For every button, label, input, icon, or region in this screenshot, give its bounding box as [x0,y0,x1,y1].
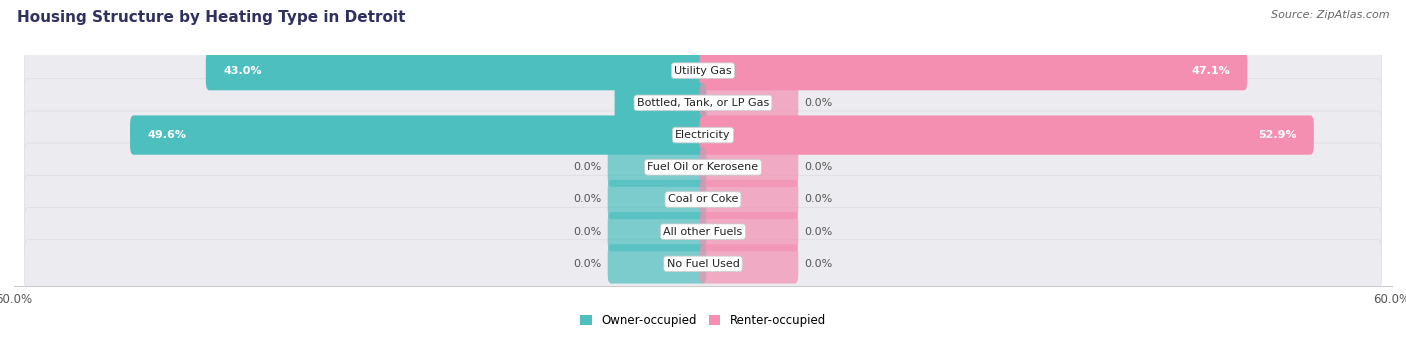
Text: 0.0%: 0.0% [574,259,602,269]
Legend: Owner-occupied, Renter-occupied: Owner-occupied, Renter-occupied [575,309,831,331]
Text: Utility Gas: Utility Gas [675,66,731,76]
FancyBboxPatch shape [24,208,1382,256]
Text: Source: ZipAtlas.com: Source: ZipAtlas.com [1271,10,1389,20]
FancyBboxPatch shape [700,115,1313,155]
FancyBboxPatch shape [700,212,799,251]
Text: 0.0%: 0.0% [574,227,602,237]
FancyBboxPatch shape [607,244,706,283]
FancyBboxPatch shape [24,79,1382,127]
Text: 47.1%: 47.1% [1191,66,1230,76]
Text: 0.0%: 0.0% [804,162,832,172]
Text: 0.0%: 0.0% [804,98,832,108]
FancyBboxPatch shape [24,143,1382,191]
FancyBboxPatch shape [700,180,799,219]
FancyBboxPatch shape [24,240,1382,288]
Text: 49.6%: 49.6% [148,130,186,140]
Text: Bottled, Tank, or LP Gas: Bottled, Tank, or LP Gas [637,98,769,108]
FancyBboxPatch shape [607,212,706,251]
Text: 7.4%: 7.4% [631,98,662,108]
Text: Electricity: Electricity [675,130,731,140]
Text: 0.0%: 0.0% [574,194,602,205]
FancyBboxPatch shape [614,83,706,122]
Text: 0.0%: 0.0% [804,259,832,269]
Text: 0.0%: 0.0% [804,194,832,205]
FancyBboxPatch shape [700,148,799,187]
Text: Coal or Coke: Coal or Coke [668,194,738,205]
FancyBboxPatch shape [205,51,706,90]
Text: No Fuel Used: No Fuel Used [666,259,740,269]
FancyBboxPatch shape [24,111,1382,159]
FancyBboxPatch shape [24,46,1382,95]
Text: 0.0%: 0.0% [574,162,602,172]
Text: All other Fuels: All other Fuels [664,227,742,237]
Text: Housing Structure by Heating Type in Detroit: Housing Structure by Heating Type in Det… [17,10,405,25]
FancyBboxPatch shape [607,148,706,187]
Text: 0.0%: 0.0% [804,227,832,237]
Text: 52.9%: 52.9% [1258,130,1296,140]
Text: 43.0%: 43.0% [224,66,262,76]
FancyBboxPatch shape [700,51,1247,90]
FancyBboxPatch shape [607,180,706,219]
FancyBboxPatch shape [700,83,799,122]
FancyBboxPatch shape [700,244,799,283]
Text: Fuel Oil or Kerosene: Fuel Oil or Kerosene [647,162,759,172]
FancyBboxPatch shape [129,115,706,155]
FancyBboxPatch shape [24,175,1382,224]
